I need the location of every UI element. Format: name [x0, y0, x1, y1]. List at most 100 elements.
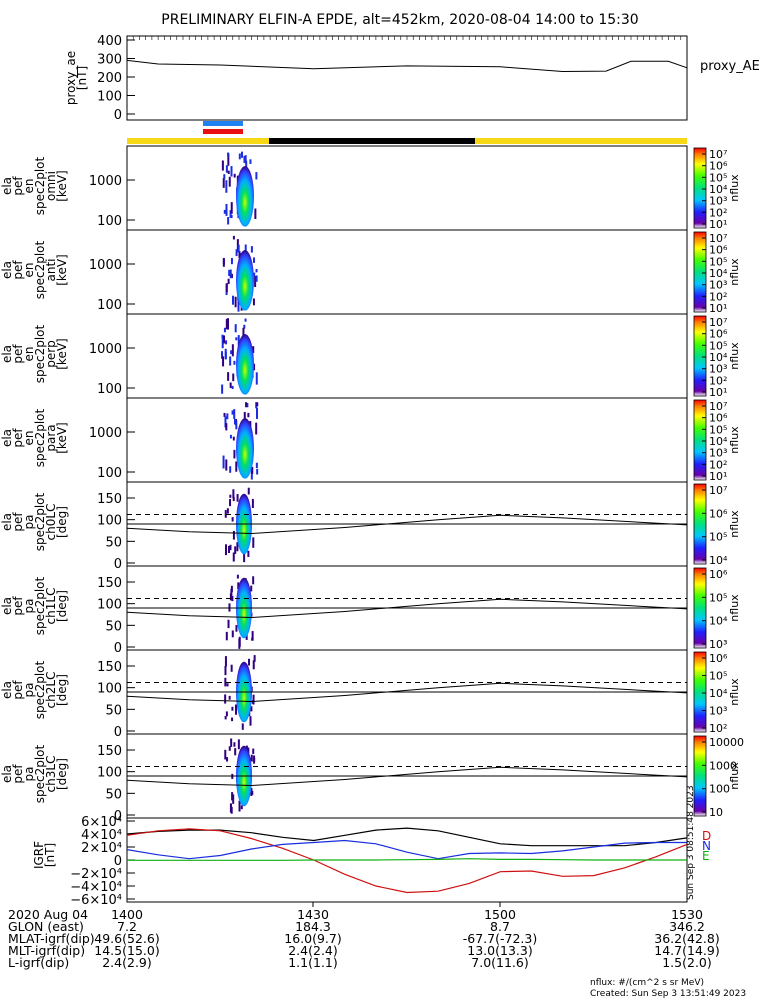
burst-pixel	[233, 173, 236, 178]
burst-pixel	[241, 723, 244, 730]
burst-pixel	[245, 160, 248, 170]
burst-pixel	[223, 327, 226, 333]
burst-pixel	[225, 631, 228, 641]
burst-pixel	[253, 272, 256, 277]
burst-pixel	[256, 402, 259, 407]
burst-pixel	[225, 318, 228, 330]
burst-pixel	[230, 166, 233, 177]
burst-flux-blob	[236, 418, 254, 479]
pitch-ylabel-line: ela	[0, 513, 14, 531]
burst-pixel	[238, 800, 241, 812]
burst-pixel	[249, 159, 252, 164]
colorbar-tick: 100	[709, 783, 730, 796]
burst-pixel	[230, 806, 233, 814]
energy-ylabel-line: ela	[0, 261, 14, 279]
pitch-ylabel-line: pa	[22, 767, 36, 782]
burst-pixel	[230, 585, 233, 593]
burst-pixel	[247, 487, 250, 495]
energy-spectrogram-panel: 1000100elapefenspec2plotpara[keV]10⁷10⁶1…	[0, 397, 741, 483]
colorbar-tick: 10³	[709, 363, 727, 376]
proxy-ae-ytick: 400	[97, 34, 122, 49]
colorbar-tick: 10³	[709, 279, 727, 292]
burst-pixel	[236, 574, 239, 579]
colorbar-tick: 10⁴	[709, 351, 728, 364]
pitch-ylabel-line: ch3LC	[44, 756, 58, 793]
burst-pixel	[230, 738, 233, 747]
colorbar-tick: 10⁶	[709, 507, 728, 520]
burst-pixel	[234, 296, 237, 308]
burst-pixel	[225, 203, 228, 216]
burst-pixel	[250, 246, 253, 253]
colorbar-tick: 1000	[709, 759, 737, 772]
burst-pixel	[223, 412, 226, 417]
burst-pixel	[229, 494, 232, 498]
colorbar-tick: 10⁷	[709, 232, 727, 245]
panel-frame	[126, 229, 688, 315]
burst-pixel	[232, 530, 235, 540]
loss-cone-curve	[126, 682, 688, 703]
colorbar-tick: 10²	[709, 458, 727, 471]
burst-pixel	[224, 665, 227, 676]
nflux-units-note: nflux: #/(cm^2 s sr MeV)	[590, 978, 704, 988]
colorbar-tick: 10⁶	[709, 244, 728, 257]
energy-ylabel-line: en	[22, 347, 36, 362]
energy-ylabel-line: [keV]	[55, 422, 69, 453]
burst-pixel	[251, 631, 254, 641]
loss-cone-curve	[126, 766, 688, 787]
burst-pixel	[235, 625, 238, 632]
burst-pixel	[237, 299, 240, 312]
pitch-ytick: 0	[114, 641, 122, 656]
burst-pixel	[252, 346, 255, 353]
footer-row-value: 13.0(13.3)	[467, 943, 532, 958]
burst-pixel	[225, 544, 228, 556]
burst-pixel	[229, 593, 232, 601]
footer-row-value: 1530	[671, 907, 703, 922]
pitch-ylabel-line: pef	[11, 512, 25, 532]
energy-ytick: 100	[97, 466, 122, 481]
burst-pixel	[252, 298, 255, 306]
burst-pixel	[230, 257, 233, 265]
burst-pixel	[225, 423, 228, 431]
burst-pixel	[231, 630, 234, 638]
pitch-ylabel-line: [deg]	[55, 506, 69, 538]
burst-pixel	[250, 468, 253, 480]
footer-row-label: GLON (east)	[8, 919, 84, 934]
energy-ylabel-line: anti	[44, 259, 58, 282]
colorbar-label: nflux	[728, 510, 741, 538]
colorbar-tick: 10⁵	[709, 171, 727, 184]
pitch-ylabel-line: spec2plot	[33, 576, 47, 635]
footer-row-label: MLT-igrf(dip)	[8, 943, 85, 958]
burst-pixel	[246, 402, 249, 408]
burst-pixel	[254, 276, 257, 288]
colorbar	[693, 651, 707, 733]
burst-pixel	[254, 208, 257, 219]
burst-pixel	[237, 739, 240, 750]
proxy-ae-ylabel-line: [nT]	[75, 66, 89, 90]
burst-pixel	[224, 677, 227, 687]
energy-ytick: 1000	[89, 342, 122, 357]
energy-ytick: 1000	[89, 426, 122, 441]
burst-pixel	[228, 269, 231, 277]
burst-pixel	[255, 462, 258, 469]
burst-pixel	[229, 499, 232, 507]
burst-pixel	[225, 165, 228, 173]
loss-cone-curve	[126, 598, 688, 619]
colorbar-label: nflux	[728, 342, 741, 370]
burst-pixel	[238, 636, 241, 647]
burst-pixel	[231, 295, 234, 305]
proxy-ae-ytick: 100	[97, 90, 122, 105]
burst-pixel	[226, 413, 229, 420]
pitch-ytick: 150	[97, 576, 122, 591]
energy-ylabel-line: omni	[44, 171, 58, 201]
colorbar	[693, 567, 707, 649]
colorbar	[693, 399, 707, 481]
burst-pixel	[229, 269, 232, 279]
burst-pixel	[233, 419, 236, 425]
colorbar-tick: 10³	[709, 195, 727, 208]
burst-pixel	[256, 407, 259, 419]
footer-row-value: 1430	[297, 907, 329, 922]
